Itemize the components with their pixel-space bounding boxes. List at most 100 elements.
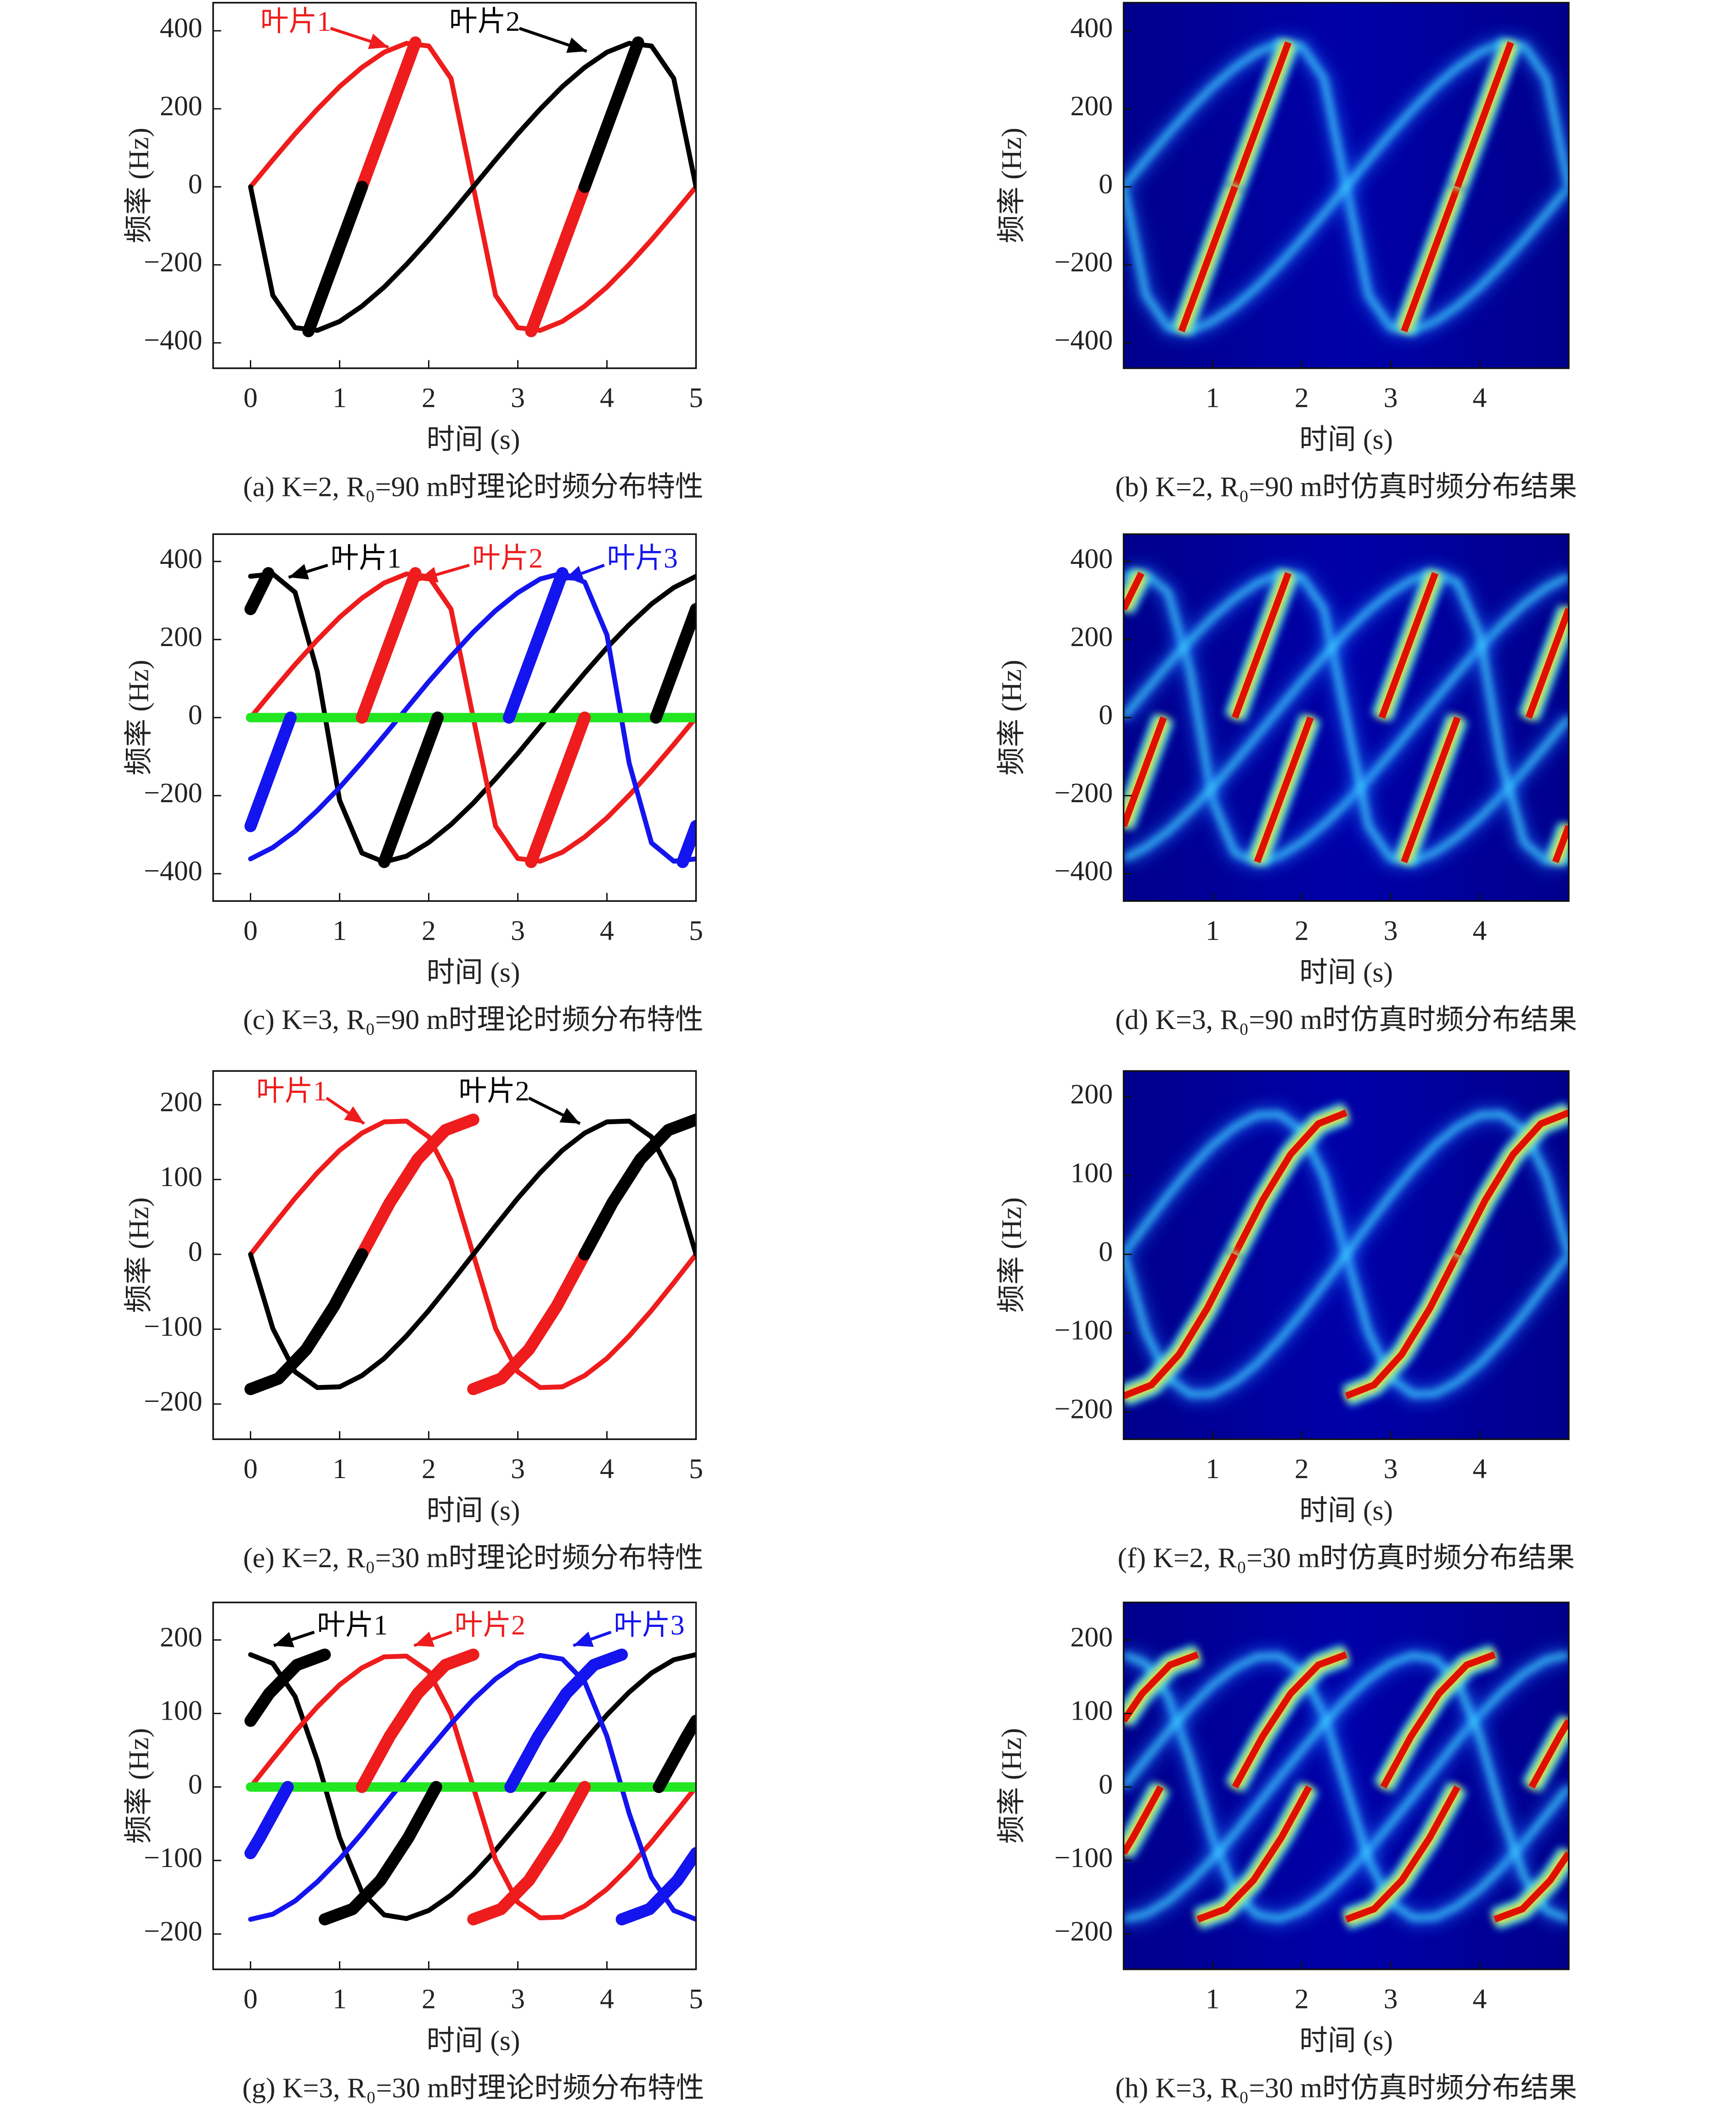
y-tick-label: 200 bbox=[1071, 621, 1113, 652]
ridge bbox=[1123, 571, 1569, 863]
y-tick-label: −200 bbox=[1054, 777, 1113, 809]
series-line bbox=[355, 567, 591, 868]
arrow-head bbox=[344, 1106, 365, 1124]
plot-frame bbox=[212, 1070, 697, 1440]
y-tick-label: −200 bbox=[144, 247, 202, 278]
x-tick-label: 1 bbox=[333, 1983, 347, 2014]
x-tick-label: 1 bbox=[1206, 382, 1220, 414]
y-tick-label: 100 bbox=[1071, 1695, 1113, 1727]
y-tick-label: −100 bbox=[1054, 1842, 1113, 1873]
ridge bbox=[1232, 1109, 1461, 1399]
x-tick-label: 4 bbox=[600, 1983, 614, 2014]
x-tick-label: 0 bbox=[243, 382, 258, 414]
ridge bbox=[1123, 572, 1569, 863]
x-tick-label: 2 bbox=[422, 915, 436, 946]
arrow-head bbox=[414, 1631, 435, 1647]
y-tick-label: 0 bbox=[188, 1236, 203, 1267]
ridge bbox=[1123, 40, 1569, 333]
x-tick-label: 3 bbox=[1384, 1453, 1398, 1485]
y-tick-label: −100 bbox=[144, 1842, 202, 1873]
ridge bbox=[1123, 1111, 1569, 1397]
y-tick-label: 0 bbox=[1099, 1236, 1113, 1267]
x-tick-label: 3 bbox=[1384, 915, 1398, 946]
arrow-head bbox=[559, 1108, 580, 1124]
blade-label: 叶片1 bbox=[331, 543, 401, 574]
y-tick-label: 0 bbox=[1099, 169, 1113, 200]
series-line bbox=[248, 1119, 696, 1390]
blade-label: 叶片1 bbox=[256, 1075, 327, 1107]
x-tick-label: 4 bbox=[600, 1453, 614, 1485]
x-axis-label: 时间 (s) bbox=[427, 2025, 520, 2056]
y-tick-label: 200 bbox=[160, 1086, 203, 1118]
y-tick-label: 200 bbox=[160, 621, 203, 652]
y-tick-label: 400 bbox=[160, 12, 203, 44]
x-tick-label: 4 bbox=[600, 915, 614, 946]
y-tick-label: 200 bbox=[160, 90, 203, 122]
y-axis-label: 频率 (Hz) bbox=[124, 660, 155, 776]
x-tick-label: 4 bbox=[1473, 382, 1487, 414]
x-tick-label: 1 bbox=[1206, 1983, 1220, 2014]
series-line bbox=[244, 1648, 696, 1926]
x-tick-label: 5 bbox=[689, 382, 703, 414]
caption: (b) K=2, R₀=90 m时仿真时频分布结果 bbox=[1115, 471, 1577, 502]
y-tick-label: 100 bbox=[1071, 1157, 1113, 1188]
x-axis-label: 时间 (s) bbox=[1299, 424, 1393, 456]
x-tick-label: 1 bbox=[1206, 1453, 1220, 1485]
series-line bbox=[244, 1114, 696, 1395]
blade-label: 叶片3 bbox=[614, 1610, 684, 1641]
series-line bbox=[302, 36, 644, 338]
arrow-head bbox=[566, 37, 587, 53]
plot-area bbox=[1123, 534, 1569, 901]
y-tick-label: 100 bbox=[160, 1695, 203, 1727]
x-tick-label: 3 bbox=[511, 1453, 525, 1485]
arrow-head bbox=[288, 564, 310, 579]
x-axis-label: 时间 (s) bbox=[427, 957, 520, 988]
series-line bbox=[355, 36, 591, 338]
plot-frame bbox=[1122, 2, 1570, 369]
x-tick-label: 4 bbox=[1473, 915, 1487, 946]
caption: (e) K=2, R₀=30 m时理论时频分布特性 bbox=[243, 1542, 703, 1574]
x-tick-label: 4 bbox=[600, 382, 614, 414]
y-axis-label: 频率 (Hz) bbox=[996, 1197, 1027, 1313]
x-tick-label: 3 bbox=[1384, 1983, 1398, 2014]
x-tick-label: 2 bbox=[1295, 1983, 1309, 2014]
y-tick-label: −100 bbox=[1054, 1315, 1113, 1346]
y-tick-label: 200 bbox=[160, 1622, 203, 1653]
y-tick-label: −200 bbox=[1054, 1393, 1113, 1424]
y-tick-label: 400 bbox=[1071, 543, 1113, 574]
x-axis-label: 时间 (s) bbox=[427, 424, 520, 456]
y-tick-label: 0 bbox=[188, 1769, 203, 1800]
caption: (f) K=2, R₀=30 m时仿真时频分布结果 bbox=[1117, 1542, 1574, 1574]
x-tick-label: 4 bbox=[1473, 1453, 1487, 1485]
ridge bbox=[1178, 41, 1514, 332]
y-tick-label: −400 bbox=[1054, 855, 1113, 887]
series-line bbox=[244, 567, 696, 868]
x-tick-label: 3 bbox=[511, 915, 525, 946]
x-tick-label: 2 bbox=[1295, 1453, 1309, 1485]
y-tick-label: 100 bbox=[160, 1161, 203, 1192]
y-tick-label: 200 bbox=[1071, 1079, 1113, 1110]
y-tick-label: −200 bbox=[1054, 1916, 1113, 1947]
ridge bbox=[1123, 1651, 1569, 1923]
blade-label: 叶片1 bbox=[260, 6, 331, 37]
y-axis-label: 频率 (Hz) bbox=[124, 1728, 155, 1844]
y-axis-label: 频率 (Hz) bbox=[996, 660, 1027, 776]
plot-area bbox=[213, 1071, 696, 1440]
blade-label: 叶片2 bbox=[449, 6, 520, 37]
x-tick-label: 3 bbox=[511, 1983, 525, 2014]
arrow-head bbox=[573, 1631, 594, 1647]
plot-area bbox=[1123, 1602, 1569, 1969]
plot-area bbox=[1123, 1071, 1569, 1440]
blade-label: 叶片2 bbox=[472, 543, 543, 574]
x-tick-label: 5 bbox=[689, 1453, 703, 1485]
y-axis-label: 频率 (Hz) bbox=[124, 1197, 155, 1313]
y-tick-label: 0 bbox=[188, 699, 203, 731]
arrow-head bbox=[418, 567, 439, 583]
x-tick-label: 5 bbox=[689, 1983, 703, 2014]
y-tick-label: −200 bbox=[144, 1386, 202, 1417]
x-tick-label: 0 bbox=[243, 1983, 258, 2014]
arrow-head bbox=[368, 34, 389, 49]
series-line bbox=[248, 40, 696, 333]
